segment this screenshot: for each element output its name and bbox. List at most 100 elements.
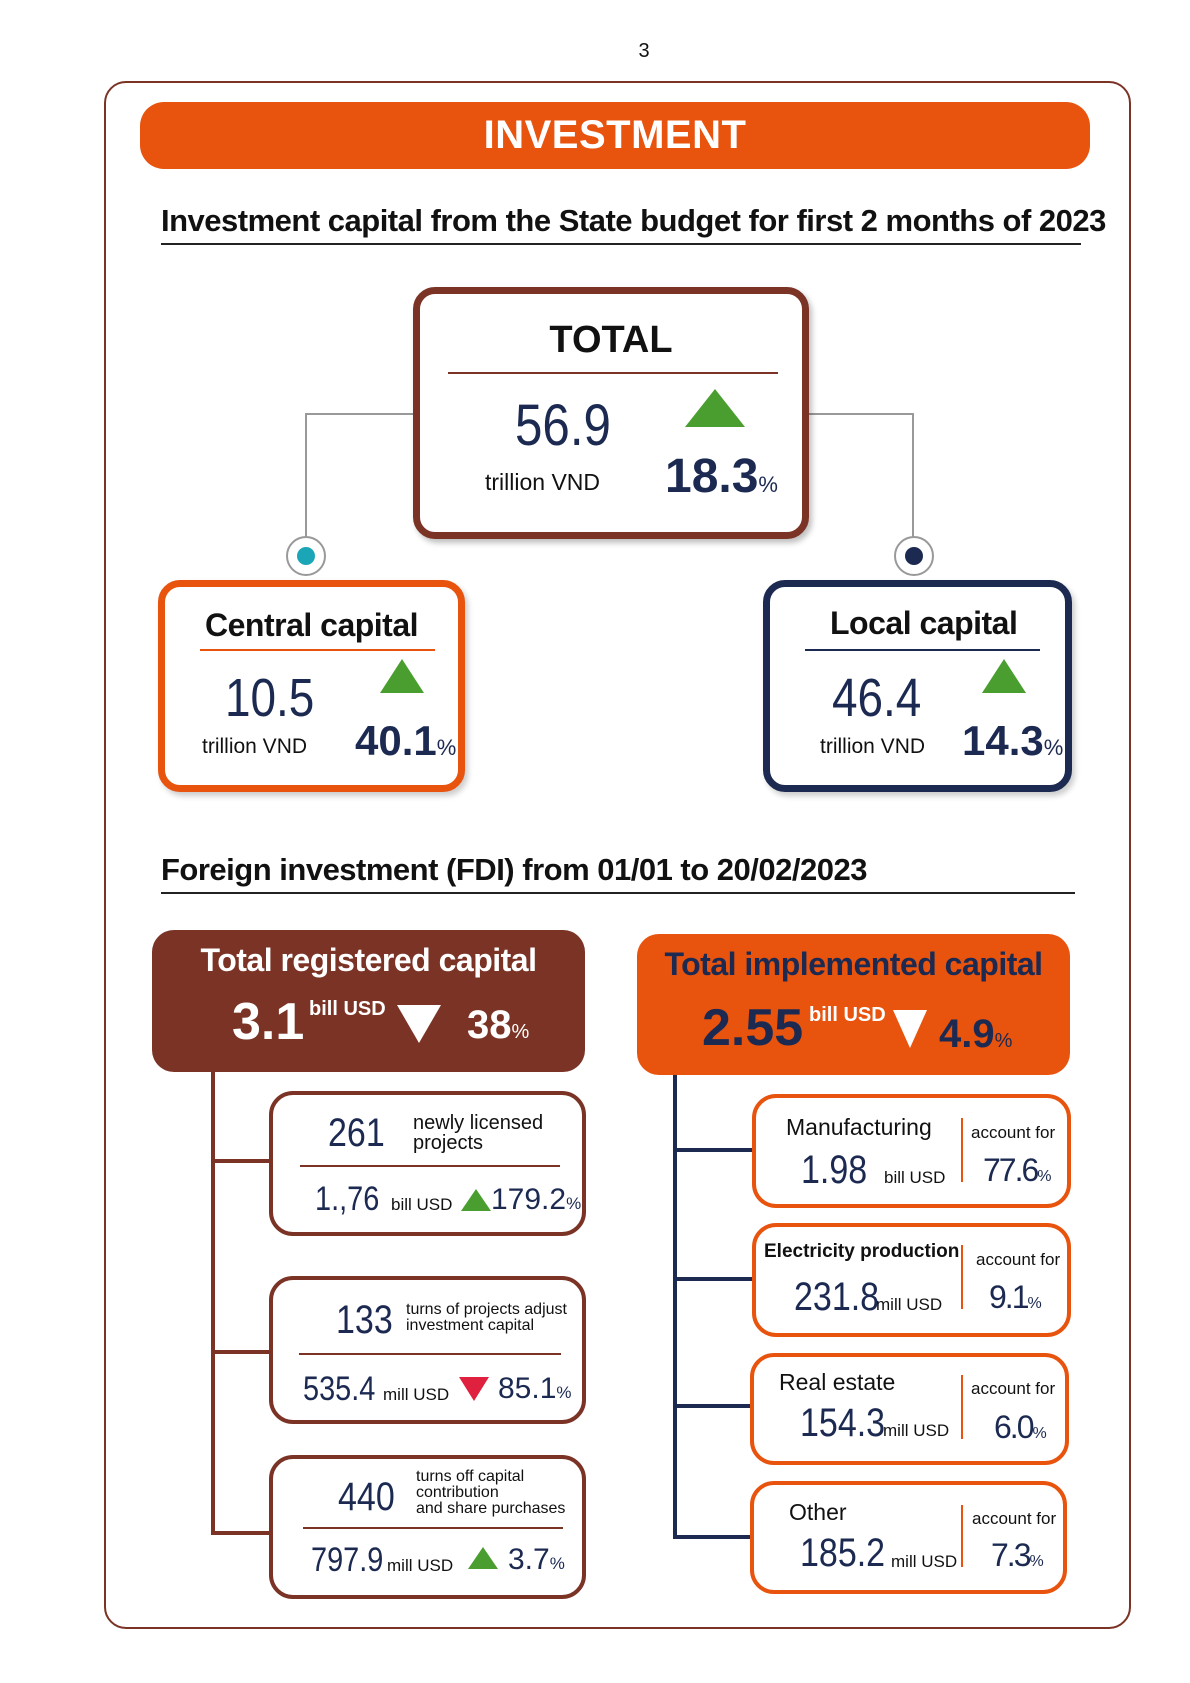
percent-sign: % (1043, 735, 1064, 760)
registered-change: 38% (467, 1003, 529, 1048)
sector-value: 1.98 (801, 1148, 868, 1192)
share-value: 9.1 (989, 1279, 1030, 1315)
up-arrow-icon (982, 659, 1026, 693)
percent-sign: % (1032, 1425, 1046, 1442)
local-capital-card: Local capital 46.4 trillion VND 14.3% (763, 580, 1072, 792)
implemented-label: Total implemented capital (664, 946, 1043, 982)
state-budget-title: Investment capital from the State budget… (161, 203, 1106, 238)
sector-value: 154.3 (800, 1401, 886, 1445)
divider (299, 1353, 561, 1355)
tree-branch (676, 1404, 752, 1408)
sector-unit: mill USD (876, 1295, 943, 1314)
desc-line: projects (413, 1132, 484, 1154)
item-value: 535.4 (303, 1370, 376, 1408)
percent-sign: % (556, 1383, 572, 1402)
divider (961, 1505, 963, 1567)
tree-branch (673, 1535, 752, 1539)
desc-line: newly licensed (413, 1112, 544, 1134)
connector (809, 413, 914, 415)
change-value: 85.1 (498, 1372, 557, 1405)
up-arrow-icon (461, 1189, 491, 1211)
percent-sign: % (758, 472, 778, 497)
tree-branch (676, 1148, 752, 1152)
divider (303, 1527, 563, 1529)
page-frame (104, 81, 1131, 1629)
sector-card-electricity: Electricity production 231.8 mill USD ac… (752, 1223, 1071, 1337)
divider (961, 1245, 963, 1309)
total-unit: trillion VND (485, 469, 601, 495)
tree-trunk (211, 1072, 215, 1535)
title-underline (161, 243, 1081, 245)
registered-unit: bill USD (309, 998, 386, 1020)
item-value: 1.,76 (315, 1180, 380, 1218)
desc-line: turns of projects adjust (406, 1301, 567, 1318)
divider (805, 649, 1040, 651)
navy-dot-icon (905, 547, 923, 565)
central-unit: trillion VND (202, 735, 308, 758)
local-unit: trillion VND (820, 735, 926, 758)
percent-sign: % (549, 1554, 565, 1573)
change-value: 18.3 (665, 450, 759, 503)
local-label: Local capital (830, 605, 1018, 641)
percent-sign: % (566, 1194, 582, 1213)
item-unit: mill USD (387, 1556, 454, 1575)
change-value: 3.7 (508, 1543, 550, 1576)
sector-share: 6.0% (994, 1409, 1047, 1446)
tree-branch (676, 1277, 752, 1281)
item-change: 3.7% (508, 1543, 565, 1577)
percent-sign: % (1027, 1295, 1041, 1312)
divider (961, 1118, 963, 1182)
change-value: 4.9 (939, 1012, 995, 1056)
change-value: 38 (467, 1003, 512, 1047)
change-value: 14.3 (962, 717, 1044, 764)
fdi-title: Foreign investment (FDI) from 01/01 to 2… (161, 852, 867, 887)
percent-sign: % (436, 735, 457, 760)
sector-unit: mill USD (891, 1552, 958, 1571)
item-desc: turns of projects adjust investment capit… (406, 1302, 567, 1334)
central-label: Central capital (205, 607, 419, 643)
sector-name: Manufacturing (786, 1114, 932, 1140)
total-card: TOTAL 56.9 trillion VND 18.3% (413, 287, 809, 539)
page-number: 3 (638, 40, 650, 62)
tree-branch (211, 1159, 269, 1163)
sector-card-manufacturing: Manufacturing 1.98 bill USD account for … (752, 1094, 1071, 1208)
change-value: 40.1 (355, 717, 437, 764)
title-underline (161, 892, 1075, 894)
total-label: TOTAL (549, 319, 673, 361)
central-change: 40.1% (355, 717, 456, 765)
share-label: account for (976, 1250, 1061, 1269)
share-value: 6.0 (994, 1409, 1035, 1445)
registered-capital-header: Total registered capital 3.1 bill USD 38… (152, 930, 585, 1072)
tree-branch (211, 1350, 269, 1354)
registered-item-new-projects: 261 newly licensed projects 1.,76 bill US… (269, 1091, 586, 1236)
tree-branch (211, 1531, 269, 1535)
sector-unit: bill USD (884, 1168, 946, 1187)
implemented-capital-header: Total implemented capital 2.55 bill USD … (637, 934, 1070, 1075)
divider (200, 649, 435, 651)
teal-dot-icon (297, 547, 315, 565)
connector (305, 413, 307, 537)
desc-line: and share purchases (416, 1500, 566, 1517)
registered-value: 3.1 (232, 993, 305, 1051)
share-label: account for (972, 1509, 1057, 1528)
local-value: 46.4 (832, 668, 922, 728)
item-desc: turns off capital contribution and share p… (416, 1469, 565, 1517)
percent-sign: % (511, 1021, 530, 1043)
implemented-value: 2.55 (702, 999, 804, 1057)
tree-trunk (673, 1075, 677, 1539)
item-change: 85.1% (498, 1372, 572, 1406)
up-arrow-icon (468, 1547, 498, 1569)
item-unit: mill USD (383, 1385, 450, 1404)
registered-item-capital-adjust: 133 turns of projects adjust investment c… (269, 1276, 586, 1424)
up-arrow-icon (380, 659, 424, 693)
central-value: 10.5 (225, 668, 315, 728)
share-value: 7.3 (991, 1537, 1032, 1573)
section-banner: INVESTMENT (140, 102, 1090, 169)
implemented-unit: bill USD (809, 1004, 886, 1026)
registered-item-share-purchases: 440 turns off capital contribution and sha… (269, 1455, 586, 1599)
desc-line: turns off capital (416, 1468, 525, 1485)
sector-value: 231.8 (794, 1275, 880, 1319)
item-count: 261 (328, 1111, 385, 1155)
sector-share: 7.3% (991, 1537, 1044, 1574)
desc-line: investment capital (406, 1317, 535, 1334)
